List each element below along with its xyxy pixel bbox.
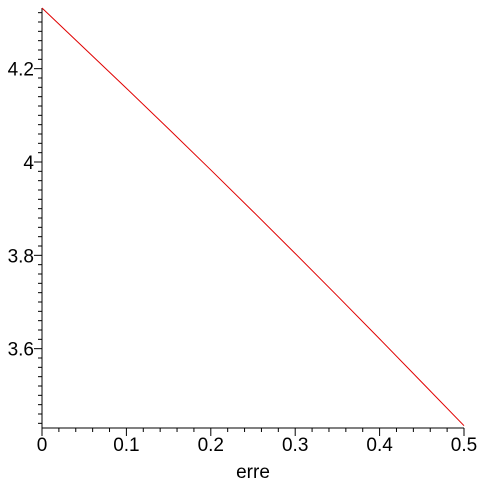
x-tick-label: 0 <box>37 435 48 456</box>
x-tick-label: 0.5 <box>451 435 477 456</box>
series-group <box>41 7 465 427</box>
x-tick-label: 0.4 <box>366 435 393 456</box>
x-tick-label: 0.2 <box>198 435 224 456</box>
x-axis-ticks: 0 0.1 0.2 0.3 0.4 0.5 <box>37 428 477 456</box>
y-tick-label: 4.2 <box>8 60 34 81</box>
y-tick-label: 3.8 <box>8 246 34 267</box>
y-tick-label: 3.6 <box>8 340 34 361</box>
x-tick-label: 0.3 <box>282 435 308 456</box>
axes <box>41 8 464 429</box>
x-axis-label: erre <box>236 462 270 483</box>
x-tick-label: 0.1 <box>113 435 139 456</box>
y-tick-label: 4 <box>23 153 34 174</box>
series-line <box>41 7 465 427</box>
y-axis-ticks: 3.6 3.8 4 4.2 <box>8 12 42 424</box>
